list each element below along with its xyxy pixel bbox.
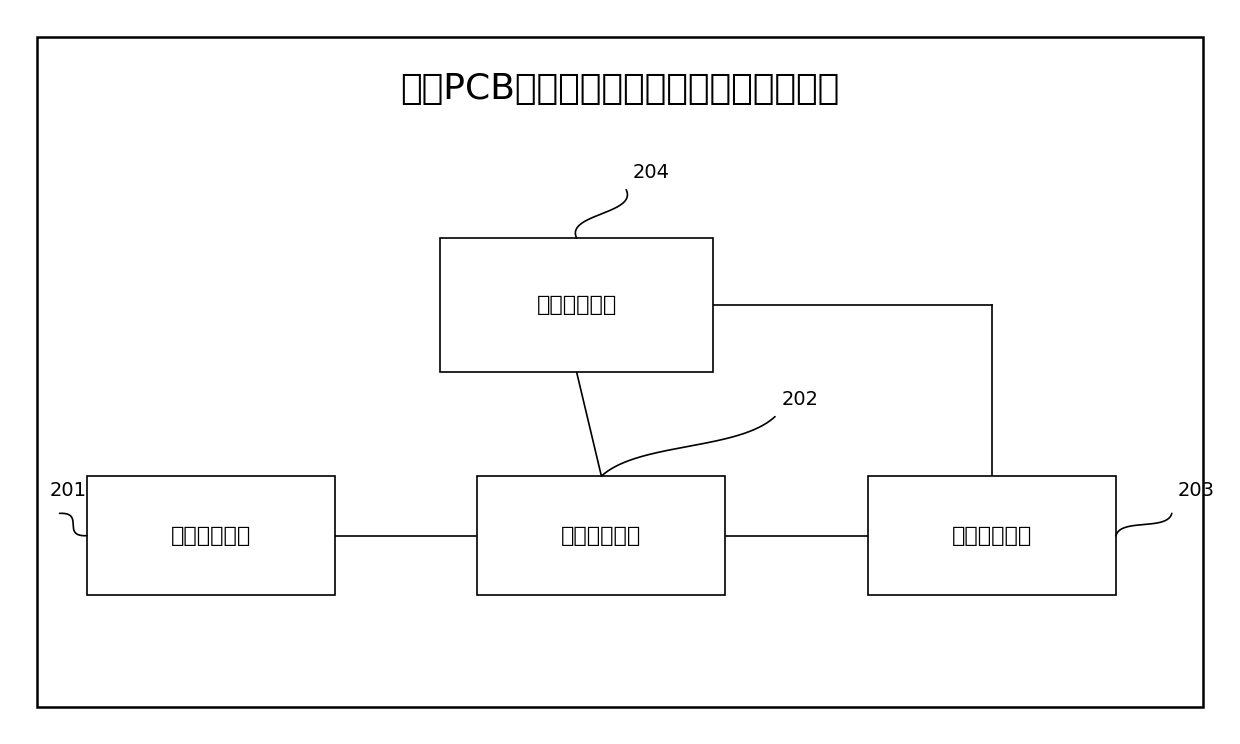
Text: 204: 204	[632, 163, 670, 182]
Text: 用于PCB装配的动态安装指引文件生成系统: 用于PCB装配的动态安装指引文件生成系统	[401, 72, 839, 106]
Text: 数据生成模块: 数据生成模块	[952, 526, 1032, 545]
Text: 202: 202	[781, 390, 818, 409]
Text: 203: 203	[1178, 481, 1215, 500]
Text: 第一获取模块: 第一获取模块	[171, 526, 250, 545]
Bar	[477, 476, 725, 595]
Bar	[87, 476, 335, 595]
Bar	[868, 476, 1116, 595]
Text: 第二获取模块: 第二获取模块	[562, 526, 641, 545]
Text: 数据转化模块: 数据转化模块	[537, 295, 616, 315]
Bar	[440, 238, 713, 372]
Text: 201: 201	[50, 481, 87, 500]
